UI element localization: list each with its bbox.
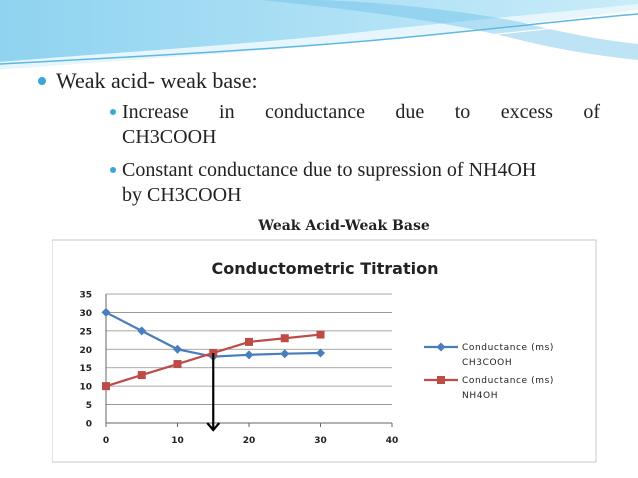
y-tick-label: 5 — [86, 401, 92, 411]
word: Increase — [122, 101, 189, 123]
data-point — [101, 307, 111, 317]
header-wave-decoration — [0, 0, 638, 71]
x-tick-label: 20 — [243, 436, 256, 446]
word: of — [583, 101, 600, 123]
y-tick-label: 15 — [79, 364, 92, 374]
word: in — [219, 101, 235, 123]
y-tick-label: 20 — [79, 346, 92, 356]
equivalence-arrow-head — [206, 422, 221, 432]
data-point — [316, 330, 325, 339]
data-point — [280, 349, 290, 359]
y-tick-label: 10 — [79, 383, 92, 393]
data-point — [137, 371, 146, 380]
word: to — [454, 101, 471, 123]
chart: Weak Acid-Weak Base Conductometric Titrat… — [52, 218, 597, 463]
x-tick-label: 0 — [103, 436, 109, 446]
sub-bullet-line-1: Constant conductance due to supression o… — [122, 159, 537, 181]
chart-frame — [52, 239, 597, 463]
sub-bullet-line-1: Increase in conductance due to excess of — [122, 100, 600, 125]
bullet-dot — [110, 167, 116, 173]
sub-bullet-line-2: CH3COOH — [122, 126, 217, 148]
data-point — [244, 350, 254, 360]
y-tick-label: 30 — [79, 309, 92, 319]
x-tick-label: 30 — [314, 436, 327, 446]
y-tick-label: 25 — [79, 327, 92, 337]
legend-label: Conductance (ms) — [462, 343, 554, 353]
legend-label: NH4OH — [462, 391, 498, 401]
data-point — [280, 334, 289, 343]
chart-heading: Weak Acid-Weak Base — [257, 218, 430, 234]
legend-swatch-marker — [437, 376, 445, 384]
data-point — [137, 326, 147, 336]
legend-swatch-marker — [436, 342, 446, 352]
word: conductance — [265, 101, 365, 123]
y-tick-label: 0 — [86, 420, 92, 430]
word: excess — [500, 101, 553, 123]
chart-title: Conductometric Titration — [212, 259, 439, 278]
legend-label: CH3COOH — [462, 358, 512, 368]
legend-label: Conductance (ms) — [462, 376, 554, 386]
data-point — [102, 382, 110, 391]
y-tick-label: 35 — [79, 291, 92, 301]
data-point — [245, 337, 253, 346]
data-point — [173, 344, 182, 354]
bullet-dot — [38, 77, 46, 85]
data-point — [316, 348, 325, 358]
bullet-text: Weak acid- weak base: — [56, 68, 258, 93]
sub-bullet-line-2: by CH3COOH — [122, 184, 242, 206]
word: due — [395, 101, 425, 123]
x-tick-label: 10 — [171, 436, 184, 446]
x-tick-label: 40 — [386, 436, 399, 446]
bullet-dot — [110, 109, 116, 115]
data-point — [173, 360, 182, 369]
